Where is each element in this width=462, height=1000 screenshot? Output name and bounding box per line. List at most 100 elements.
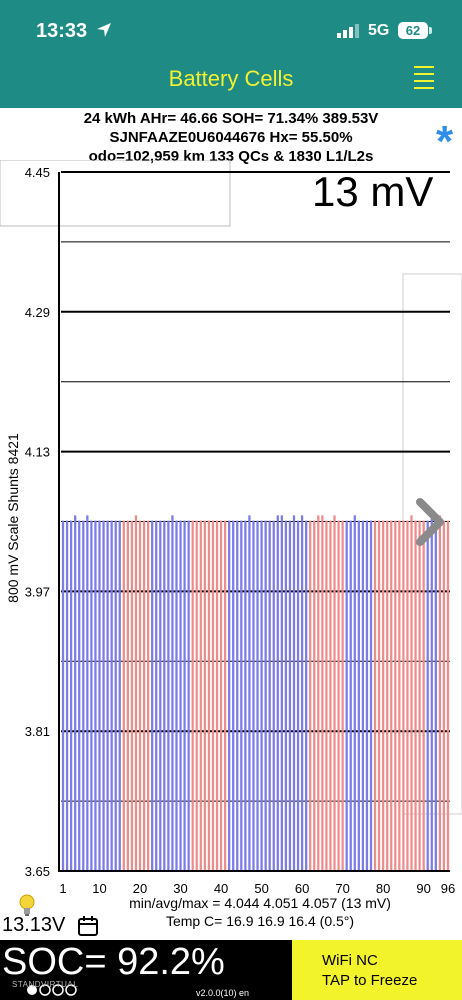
signal-bars-icon xyxy=(337,24,359,38)
cell-bar xyxy=(386,520,389,871)
min-avg-max-line: min/avg/max = 4.044 4.051 4.057 (13 mV) xyxy=(129,895,391,911)
cell-bar xyxy=(252,520,255,871)
cell-bar xyxy=(321,515,324,871)
tap-to-freeze-label[interactable]: TAP to Freeze xyxy=(322,972,418,989)
x-tick-label: 50 xyxy=(254,881,268,896)
x-tick-label: 40 xyxy=(214,881,228,896)
cell-bar xyxy=(337,520,340,871)
cell-bar xyxy=(110,520,113,871)
cell-bar xyxy=(329,520,332,871)
cell-bar xyxy=(159,520,162,871)
cell-bar xyxy=(203,520,206,871)
cell-bar xyxy=(232,520,235,871)
x-tick-label: 70 xyxy=(335,881,349,896)
battery-nub xyxy=(429,27,432,34)
soc-panel xyxy=(0,940,292,1000)
cell-bar xyxy=(309,520,312,871)
cell-bar xyxy=(382,520,385,871)
cell-bar xyxy=(146,520,150,871)
battery-level: 62 xyxy=(398,22,428,39)
cell-voltage-chart[interactable]: 4.45 4.29 4.13 3.97 3.81 3.65 1 10 20 30 40 50 60 70… xyxy=(0,160,462,905)
x-tick-label: 1 xyxy=(59,881,66,896)
cell-bar xyxy=(406,520,409,871)
cell-bar xyxy=(179,520,182,871)
cell-bar xyxy=(223,520,227,871)
cell-bar xyxy=(426,520,429,871)
watermark: STANDVIRTUAL xyxy=(12,980,79,989)
cell-bar xyxy=(434,520,437,871)
x-tick-label: 10 xyxy=(92,881,106,896)
chevron-right-icon[interactable] xyxy=(416,498,444,546)
cell-bar xyxy=(98,520,101,871)
x-tick-label: 90 xyxy=(416,881,430,896)
cell-bar xyxy=(118,520,121,871)
page-title: Battery Cells xyxy=(168,66,294,91)
cell-bar xyxy=(377,520,381,871)
cell-bar xyxy=(313,520,316,871)
zoom-box-top-left[interactable] xyxy=(0,160,231,227)
battery-summary-line: 24 kWh AHr= 46.66 SOH= 71.34% 389.53V xyxy=(83,110,379,127)
cell-bar xyxy=(134,515,138,871)
soc-display: SOC= 92.2% xyxy=(2,941,225,983)
cell-bar xyxy=(365,520,369,871)
wifi-status[interactable]: WiFi NC xyxy=(322,952,378,969)
cell-bar xyxy=(345,520,348,871)
cell-bar xyxy=(256,520,259,871)
x-tick-label: 60 xyxy=(295,881,309,896)
cell-bar xyxy=(410,515,413,871)
cell-bar xyxy=(102,520,105,871)
cell-bar xyxy=(126,520,129,871)
x-tick-label: 96 xyxy=(441,881,455,896)
cell-bar xyxy=(215,520,219,871)
x-tick-label: 80 xyxy=(376,881,390,896)
cell-bar xyxy=(151,520,154,871)
cell-bar xyxy=(349,520,352,871)
cell-bar xyxy=(82,520,85,871)
star-icon[interactable]: * xyxy=(436,117,454,166)
cell-bar xyxy=(390,520,393,871)
cell-bar xyxy=(276,515,279,871)
network-label: 5G xyxy=(368,22,390,39)
cell-bar xyxy=(142,520,146,871)
cell-bar xyxy=(394,520,397,871)
cell-bar xyxy=(296,520,300,871)
cell-bar xyxy=(284,520,288,871)
cell-bar xyxy=(167,520,170,871)
vin-line: SJNFAAZE0U6044676 Hx= 55.50% xyxy=(109,129,353,146)
cell-bar xyxy=(288,520,292,871)
wifi-freeze-button[interactable] xyxy=(292,940,462,1000)
lightbulb-icon[interactable] xyxy=(18,894,36,918)
y-tick-label: 4.29 xyxy=(25,305,50,320)
cell-bar xyxy=(163,520,166,871)
cell-bar xyxy=(357,520,360,871)
cell-bar xyxy=(183,520,186,871)
temperature-line: Temp C= 16.9 16.9 16.4 (0.5°) xyxy=(165,913,355,929)
y-tick-label: 3.97 xyxy=(25,584,50,599)
x-tick-label: 30 xyxy=(173,881,187,896)
cell-bar xyxy=(175,520,178,871)
cell-bar xyxy=(228,520,231,871)
cell-bar xyxy=(369,520,373,871)
cell-bar xyxy=(122,520,125,871)
y-axis-label: 800 mV Scale Shunts 8421 xyxy=(5,433,21,603)
cell-bar xyxy=(78,520,81,871)
cell-bar xyxy=(333,515,336,871)
cell-bar xyxy=(138,520,142,871)
menu-icon[interactable] xyxy=(414,64,434,92)
cell-bar xyxy=(114,520,117,871)
cell-bar xyxy=(353,515,356,871)
cell-bar xyxy=(65,520,69,871)
cell-bar xyxy=(418,520,421,871)
app-version: v2.0.0(10) en xyxy=(196,988,250,998)
calendar-icon[interactable] xyxy=(78,916,98,936)
cell-bar xyxy=(446,520,450,871)
cell-bar xyxy=(86,515,89,871)
cell-bar xyxy=(248,515,251,871)
y-tick-label: 4.45 xyxy=(25,165,50,180)
cell-bar xyxy=(260,520,263,871)
cell-bar xyxy=(187,520,190,871)
cell-bar xyxy=(130,520,134,871)
x-tick-label: 20 xyxy=(133,881,147,896)
y-tick-label: 3.65 xyxy=(25,864,50,879)
cell-bar xyxy=(70,520,73,871)
